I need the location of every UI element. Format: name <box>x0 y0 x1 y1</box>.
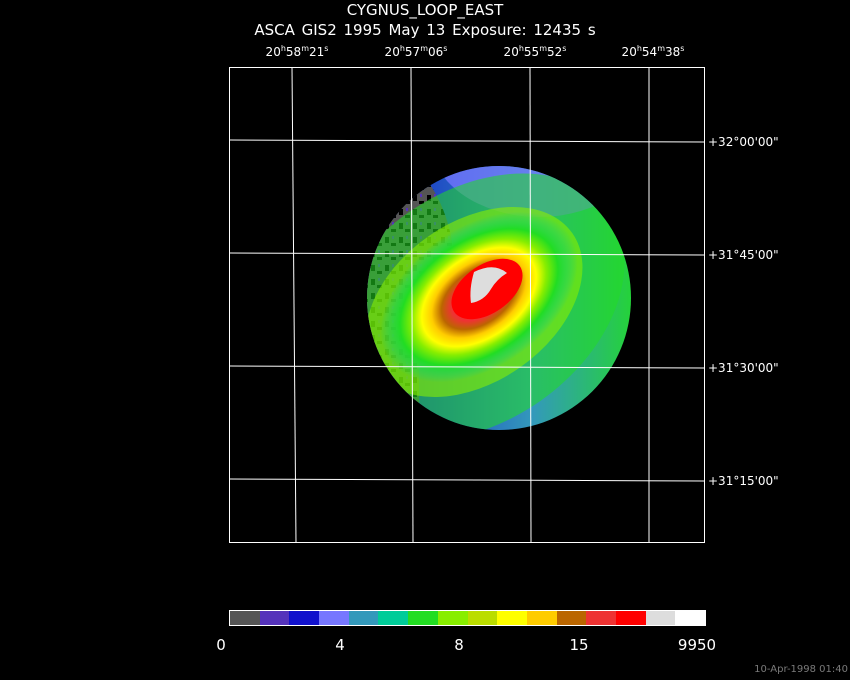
colorbar-swatch <box>259 611 290 625</box>
colorbar-swatch <box>467 611 498 625</box>
xray-image-plot <box>229 67 705 543</box>
colorbar-swatch <box>348 611 379 625</box>
colorbar-swatch <box>675 611 705 625</box>
coordinate-grid <box>229 67 705 543</box>
colorbar-swatch <box>437 611 468 625</box>
dec-label: +32°00'00" <box>708 135 779 149</box>
ra-label: 20h57m06s <box>384 44 448 59</box>
colorbar-swatch <box>408 611 438 625</box>
timestamp: 10-Apr-1998 01:40 <box>754 664 848 675</box>
colorbar-swatch <box>230 611 260 625</box>
colorbar-swatch <box>586 611 616 625</box>
colorbar-swatch <box>378 611 409 625</box>
ra-label: 20h55m52s <box>503 44 567 59</box>
colorbar-label: 15 <box>569 636 589 654</box>
colorbar-label: 9950 <box>677 636 717 654</box>
colorbar-swatch <box>289 611 320 625</box>
colorbar-swatch <box>526 611 557 625</box>
colorbar-label: 0 <box>216 636 226 654</box>
observation-subtitle: ASCA GIS2 1995 May 13 Exposure: 12435 s <box>254 21 596 39</box>
image-title: CYGNUS_LOOP_EAST <box>346 1 504 19</box>
colorbar-label: 4 <box>335 636 345 654</box>
ra-label: 20h54m38s <box>621 44 685 59</box>
colorbar-swatch <box>556 611 587 625</box>
colorbar-swatch <box>645 611 676 625</box>
colorbar <box>229 610 706 626</box>
ra-label: 20h58m21s <box>265 44 329 59</box>
dec-label: +31°45'00" <box>708 248 779 262</box>
dec-label: +31°30'00" <box>708 361 779 375</box>
colorbar-swatch <box>615 611 646 625</box>
colorbar-swatch <box>497 611 527 625</box>
dec-label: +31°15'00" <box>708 474 779 488</box>
colorbar-label: 8 <box>454 636 464 654</box>
colorbar-swatch <box>319 611 349 625</box>
